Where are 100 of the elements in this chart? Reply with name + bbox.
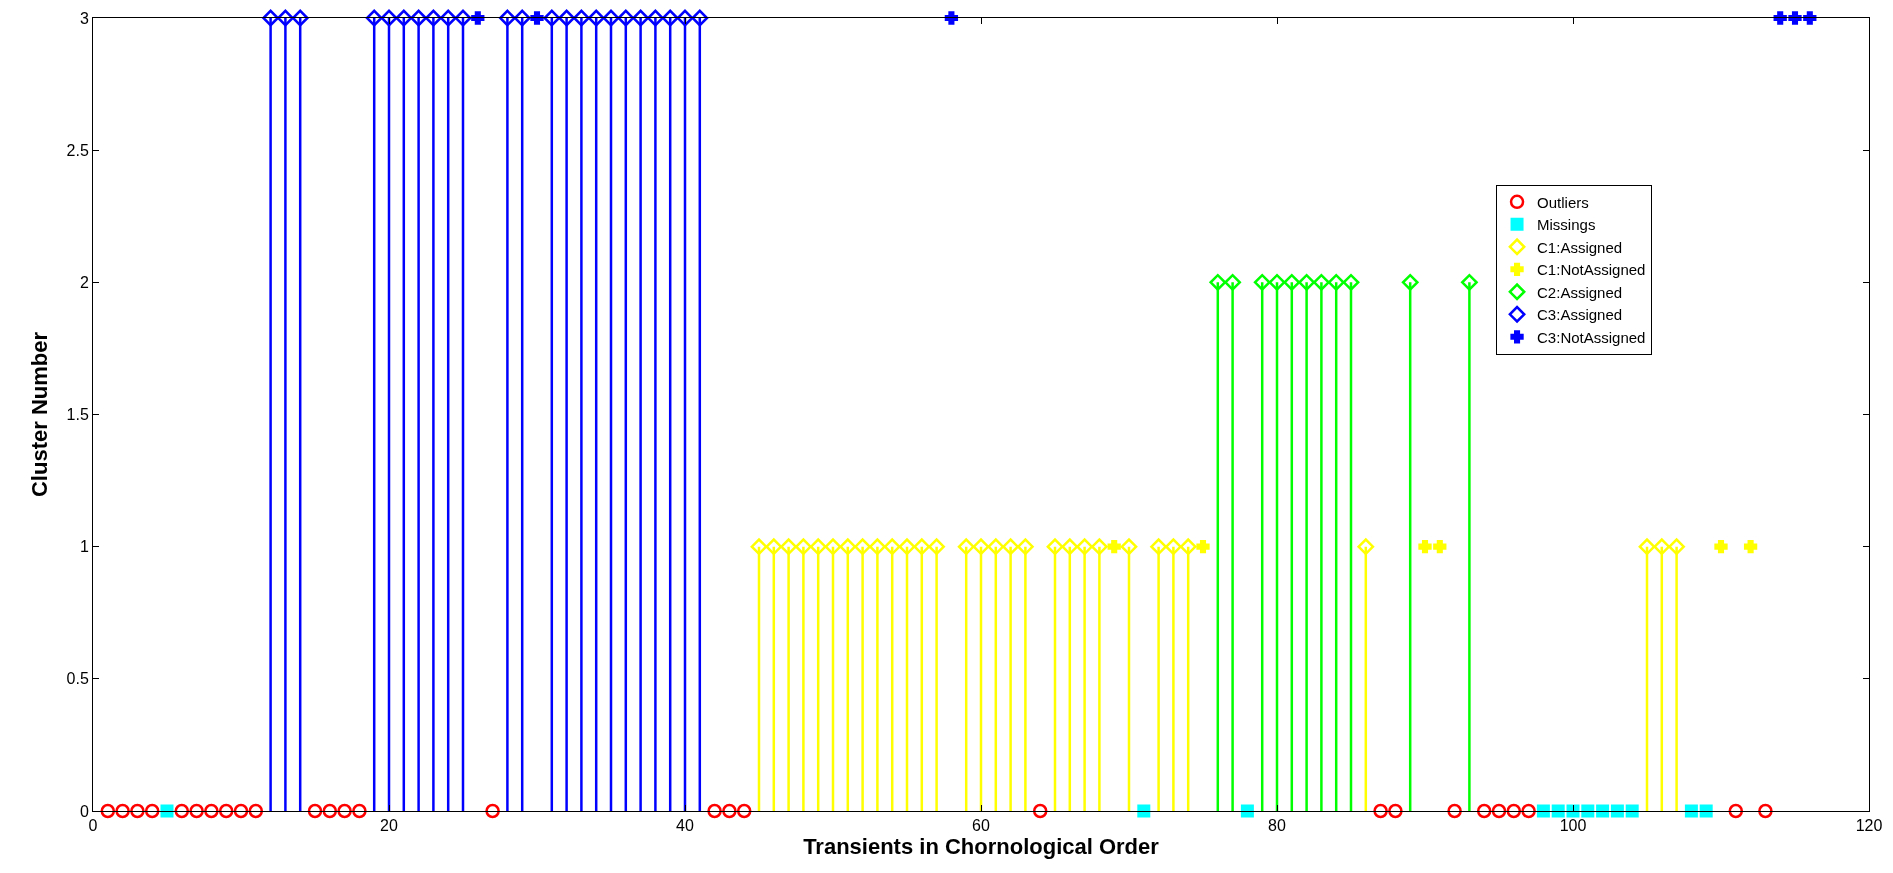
y-tick-label: 1 — [79, 538, 89, 556]
point — [602, 9, 620, 27]
point — [661, 9, 679, 27]
point — [160, 804, 174, 818]
point — [425, 9, 442, 27]
point — [380, 9, 398, 27]
point — [1728, 803, 1744, 819]
point — [573, 9, 590, 27]
point — [248, 803, 264, 819]
point — [1313, 273, 1330, 291]
point — [707, 803, 722, 819]
point — [365, 9, 383, 27]
point — [1327, 273, 1345, 291]
legend-label: Missings — [1537, 216, 1596, 234]
point — [189, 803, 204, 819]
y-tick-label: 0.5 — [66, 670, 89, 688]
point — [1283, 273, 1301, 291]
point — [1179, 538, 1197, 556]
point — [218, 803, 234, 819]
point — [617, 9, 635, 27]
point — [1137, 804, 1151, 818]
y-tick-label: 2 — [79, 273, 89, 291]
point — [780, 538, 797, 556]
point — [1699, 804, 1713, 818]
point — [471, 11, 485, 25]
point — [1373, 803, 1388, 819]
point — [824, 538, 842, 556]
x-tick-label: 120 — [1855, 817, 1883, 835]
point — [587, 9, 605, 27]
point — [115, 803, 130, 819]
point — [736, 803, 752, 819]
point — [277, 9, 294, 27]
point — [499, 9, 516, 27]
point — [558, 9, 575, 27]
point — [1773, 11, 1787, 25]
point — [1596, 804, 1610, 818]
point — [1032, 803, 1048, 819]
point — [1551, 804, 1565, 818]
point — [1357, 538, 1375, 556]
point — [1165, 538, 1182, 556]
point — [944, 11, 959, 25]
point — [1196, 540, 1210, 554]
point — [485, 803, 500, 819]
point — [632, 9, 649, 27]
point — [1758, 803, 1773, 819]
point — [957, 538, 975, 556]
point — [869, 538, 886, 556]
point — [1120, 538, 1138, 556]
legend-label: C3:Assigned — [1537, 306, 1623, 324]
point — [174, 803, 190, 819]
point — [322, 803, 338, 819]
legend-label: Outliers — [1537, 193, 1589, 211]
point — [1240, 804, 1254, 818]
y-tick-label: 0 — [79, 802, 89, 820]
point — [1268, 273, 1286, 291]
point — [1684, 804, 1698, 818]
point — [262, 9, 279, 27]
point — [691, 9, 709, 27]
point — [337, 803, 352, 819]
point — [647, 9, 664, 27]
point — [987, 538, 1005, 556]
point — [1298, 273, 1315, 291]
legend-label: C1:Assigned — [1537, 238, 1623, 256]
point — [530, 11, 544, 25]
point — [1610, 804, 1624, 818]
point — [750, 538, 768, 556]
legend-label: C3:NotAssigned — [1537, 328, 1646, 346]
x-tick-label: 60 — [972, 817, 990, 835]
x-axis-title: Transients in Chornological Order — [803, 834, 1160, 860]
point — [204, 803, 219, 819]
point — [1061, 538, 1079, 556]
point — [454, 9, 472, 27]
point — [233, 803, 249, 819]
point — [130, 803, 145, 819]
point — [1668, 538, 1685, 556]
point — [913, 538, 931, 556]
legend-label: C1:NotAssigned — [1537, 261, 1646, 279]
point — [395, 9, 413, 27]
point — [928, 538, 945, 556]
point — [1002, 538, 1019, 556]
point — [100, 803, 116, 819]
point — [307, 803, 323, 819]
point — [144, 803, 160, 819]
point — [1461, 273, 1478, 291]
point — [1653, 538, 1671, 556]
point — [1076, 538, 1093, 556]
point — [1253, 273, 1271, 291]
point — [898, 538, 916, 556]
point — [676, 9, 694, 27]
point — [839, 538, 857, 556]
point — [883, 538, 901, 556]
y-tick-label: 3 — [79, 9, 89, 27]
point — [972, 538, 990, 556]
point — [1342, 273, 1360, 291]
point — [1743, 540, 1758, 554]
point — [1107, 540, 1121, 554]
y-tick-label: 2.5 — [66, 141, 89, 159]
point — [765, 538, 783, 556]
x-tick-label: 40 — [676, 817, 694, 835]
point — [1638, 538, 1656, 556]
